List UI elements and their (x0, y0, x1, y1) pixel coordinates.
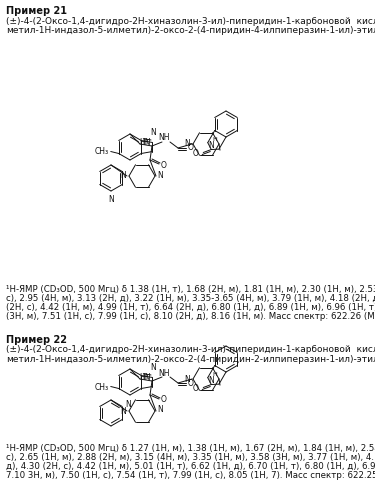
Text: с), 2.95 (4H, м), 3.13 (2H, д), 3.22 (1H, м), 3.35-3.65 (4H, м), 3.79 (1H, м), 4: с), 2.95 (4H, м), 3.13 (2H, д), 3.22 (1H… (6, 294, 375, 303)
Text: O: O (161, 160, 167, 170)
Text: N: N (209, 376, 214, 385)
Text: O: O (188, 378, 194, 388)
Text: Пример 21: Пример 21 (6, 6, 67, 16)
Text: метил-1H-индазол-5-илметил)-2-оксо-2-(4-пиридин-4-илпиперазин-1-ил)-этил]-амид: метил-1H-индазол-5-илметил)-2-оксо-2-(4-… (6, 26, 375, 35)
Text: (2H, с), 4.42 (1H, м), 4.99 (1H, т), 6.64 (2H, д), 6.80 (1H, д), 6.89 (1H, м), 6: (2H, с), 4.42 (1H, м), 4.99 (1H, т), 6.6… (6, 303, 375, 312)
Text: H: H (213, 137, 217, 142)
Text: с), 2.65 (1H, м), 2.88 (2H, м), 3.15 (4H, м), 3.35 (1H, м), 3.58 (3H, м), 3.77 (: с), 2.65 (1H, м), 2.88 (2H, м), 3.15 (4H… (6, 453, 375, 462)
Text: N: N (150, 364, 156, 372)
Text: (±)-4-(2-Оксо-1,4-дигидро-2H-хиназолин-3-ил)-пиперидин-1-карбоновой  кислоты  [1: (±)-4-(2-Оксо-1,4-дигидро-2H-хиназолин-3… (6, 16, 375, 26)
Text: O: O (192, 384, 198, 393)
Text: HN: HN (139, 372, 150, 382)
Text: N: N (120, 406, 126, 416)
Text: д), 4.30 (2H, с), 4.42 (1H, м), 5.01 (1H, т), 6.62 (1H, д), 6.70 (1H, т), 6.80 (: д), 4.30 (2H, с), 4.42 (1H, м), 5.01 (1H… (6, 462, 375, 471)
Text: N: N (125, 400, 131, 409)
Text: N: N (108, 195, 114, 204)
Text: N: N (157, 406, 163, 414)
Text: ¹H-ЯМР (CD₃OD, 500 Мгц) δ 1.27 (1H, м), 1.38 (1H, м), 1.67 (2H, м), 1.84 (1H, м): ¹H-ЯМР (CD₃OD, 500 Мгц) δ 1.27 (1H, м), … (6, 444, 375, 453)
Text: (±)-4-(2-Оксо-1,4-дигидро-2H-хиназолин-3-ил)-пиперидин-1-карбоновой  кислоты  [1: (±)-4-(2-Оксо-1,4-дигидро-2H-хиназолин-3… (6, 346, 375, 354)
Text: O: O (192, 149, 198, 158)
Text: N: N (209, 141, 214, 150)
Text: NH: NH (158, 368, 170, 378)
Text: O: O (188, 144, 194, 152)
Text: HN: HN (139, 138, 150, 146)
Text: Пример 22: Пример 22 (6, 335, 67, 345)
Text: NH: NH (158, 134, 170, 142)
Text: N: N (157, 170, 163, 179)
Text: H: H (213, 372, 217, 377)
Text: N: N (150, 128, 156, 138)
Text: H: H (142, 139, 147, 145)
Text: CH₃: CH₃ (94, 148, 109, 156)
Text: N: N (184, 140, 190, 148)
Text: метил-1H-индазол-5-илметил)-2-оксо-2-(4-пиридин-2-илпиперазин-1-ил)-этил]-амид: метил-1H-индазол-5-илметил)-2-оксо-2-(4-… (6, 355, 375, 364)
Text: ¹H-ЯМР (CD₃OD, 500 Мгц) δ 1.38 (1H, т), 1.68 (2H, м), 1.81 (1H, м), 2.30 (1H, м): ¹H-ЯМР (CD₃OD, 500 Мгц) δ 1.38 (1H, т), … (6, 285, 375, 294)
Text: 7.10 3H, м), 7.50 (1H, с), 7.54 (1H, т), 7.99 (1H, с), 8.05 (1H, 7). Масс спектр: 7.10 3H, м), 7.50 (1H, с), 7.54 (1H, т),… (6, 471, 375, 480)
Text: N: N (120, 172, 126, 180)
Text: N: N (184, 374, 190, 384)
Text: H: H (142, 374, 147, 380)
Text: CH₃: CH₃ (94, 382, 109, 392)
Text: (3H, м), 7.51 (1H, с), 7.99 (1H, с), 8.10 (2H, д), 8.16 (1H, м). Масс спектр: 62: (3H, м), 7.51 (1H, с), 7.99 (1H, с), 8.1… (6, 312, 375, 321)
Text: O: O (161, 396, 167, 404)
